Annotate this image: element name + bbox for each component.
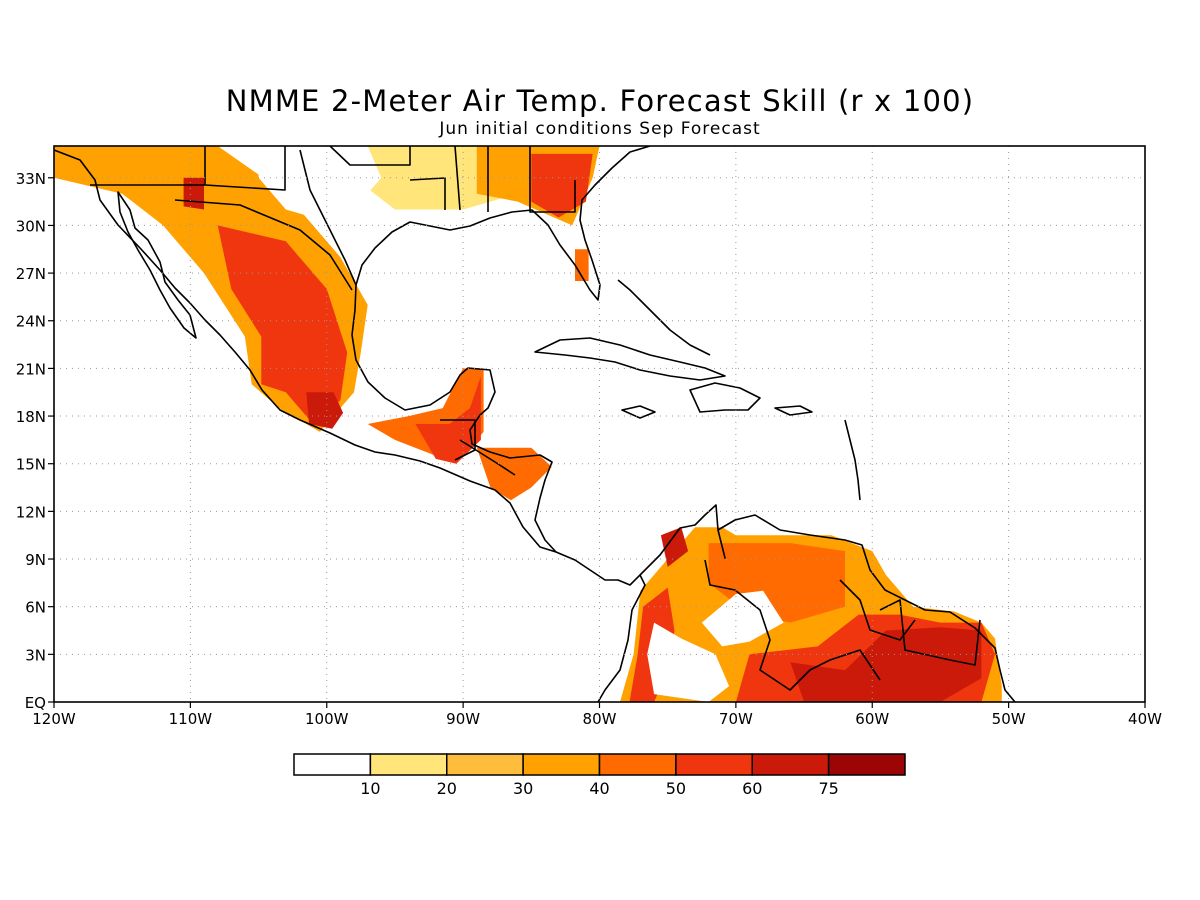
coastline-gulf <box>299 149 557 553</box>
legend-swatch <box>827 753 906 776</box>
skill-region-mexico-nw-core <box>183 177 204 210</box>
x-tick-label: 120W <box>32 710 76 728</box>
skill-region-sa-guiana-hot <box>790 627 982 702</box>
color-legend: 10 20 30 40 50 60 75 <box>293 753 906 798</box>
coastlines <box>54 146 1016 702</box>
coastline-antilles <box>844 419 861 501</box>
skill-region-sa-colombia-north <box>660 527 689 567</box>
low-skill-venezuela-hole <box>701 590 784 647</box>
legend-swatch <box>751 753 830 776</box>
coastline-hispaniola <box>689 382 761 413</box>
legend-swatch <box>675 753 753 776</box>
legend-label: 75 <box>818 779 838 798</box>
skill-region-florida-spot <box>575 249 589 281</box>
boundaries-south-america <box>704 559 981 691</box>
y-tick-label: 3N <box>25 646 46 664</box>
y-tick-label: 9N <box>25 551 46 569</box>
legend-swatch <box>293 753 372 776</box>
skill-region-yucatan-core <box>415 376 481 464</box>
y-tick-label: 18N <box>16 408 46 426</box>
coastline-bahamas <box>617 279 711 356</box>
skill-shading <box>54 146 1002 702</box>
y-tick-label: 27N <box>16 265 46 283</box>
legend-swatch <box>522 753 601 776</box>
x-tick-label: 90W <box>446 710 480 728</box>
coastline-pacific <box>54 149 646 702</box>
y-axis: EQ 3N 6N 9N 12N 15N 18N 21N 24N 27N 30N 33N <box>16 170 54 712</box>
legend-label: 60 <box>742 779 762 798</box>
low-skill-texas-hole <box>258 146 382 226</box>
legend-swatch <box>598 753 677 776</box>
x-tick-label: 100W <box>305 710 349 728</box>
y-tick-label: 15N <box>16 456 46 474</box>
coastline-puerto-rico <box>774 405 813 416</box>
x-tick-label: 60W <box>855 710 889 728</box>
x-tick-label: 70W <box>719 710 753 728</box>
skill-region-mexico-central-core <box>217 225 348 424</box>
coastline-us-gulf <box>355 146 651 301</box>
x-axis: 120W 110W 100W 90W 80W 70W 60W 50W 40W <box>32 702 1162 728</box>
x-tick-label: 50W <box>992 710 1026 728</box>
x-tick-label: 80W <box>583 710 617 728</box>
coastline-south-america <box>639 504 1016 702</box>
skill-region-mexico-hotspot <box>306 392 344 429</box>
legend-label: 50 <box>666 779 686 798</box>
coastline-jamaica <box>621 405 656 419</box>
skill-region-us-south-plains <box>54 146 573 210</box>
x-tick-label: 110W <box>169 710 213 728</box>
y-tick-label: 33N <box>16 170 46 188</box>
legend-label: 30 <box>513 779 533 798</box>
legend-swatch <box>446 753 524 776</box>
chart-title: NMME 2-Meter Air Temp. Forecast Skill (r… <box>225 84 975 118</box>
y-tick-label: 6N <box>25 599 46 617</box>
legend-label: 10 <box>360 779 380 798</box>
y-tick-label: 12N <box>16 503 46 521</box>
y-tick-label: 21N <box>16 360 46 378</box>
y-tick-label: 30N <box>16 217 46 235</box>
y-tick-label: EQ <box>25 694 46 712</box>
legend-label: 20 <box>437 779 457 798</box>
skill-region-georgia-core <box>531 153 593 218</box>
chart-subtitle: Jun initial conditions Sep Forecast <box>439 119 761 139</box>
coastline-baja <box>117 191 197 339</box>
boundaries-mexico <box>174 199 516 476</box>
y-tick-label: 24N <box>16 313 46 331</box>
low-skill-colombia-interior <box>647 622 730 702</box>
legend-label: 40 <box>589 779 609 798</box>
x-tick-label: 40W <box>1128 710 1162 728</box>
coastline-cuba <box>534 337 726 381</box>
legend-swatch <box>369 753 448 776</box>
